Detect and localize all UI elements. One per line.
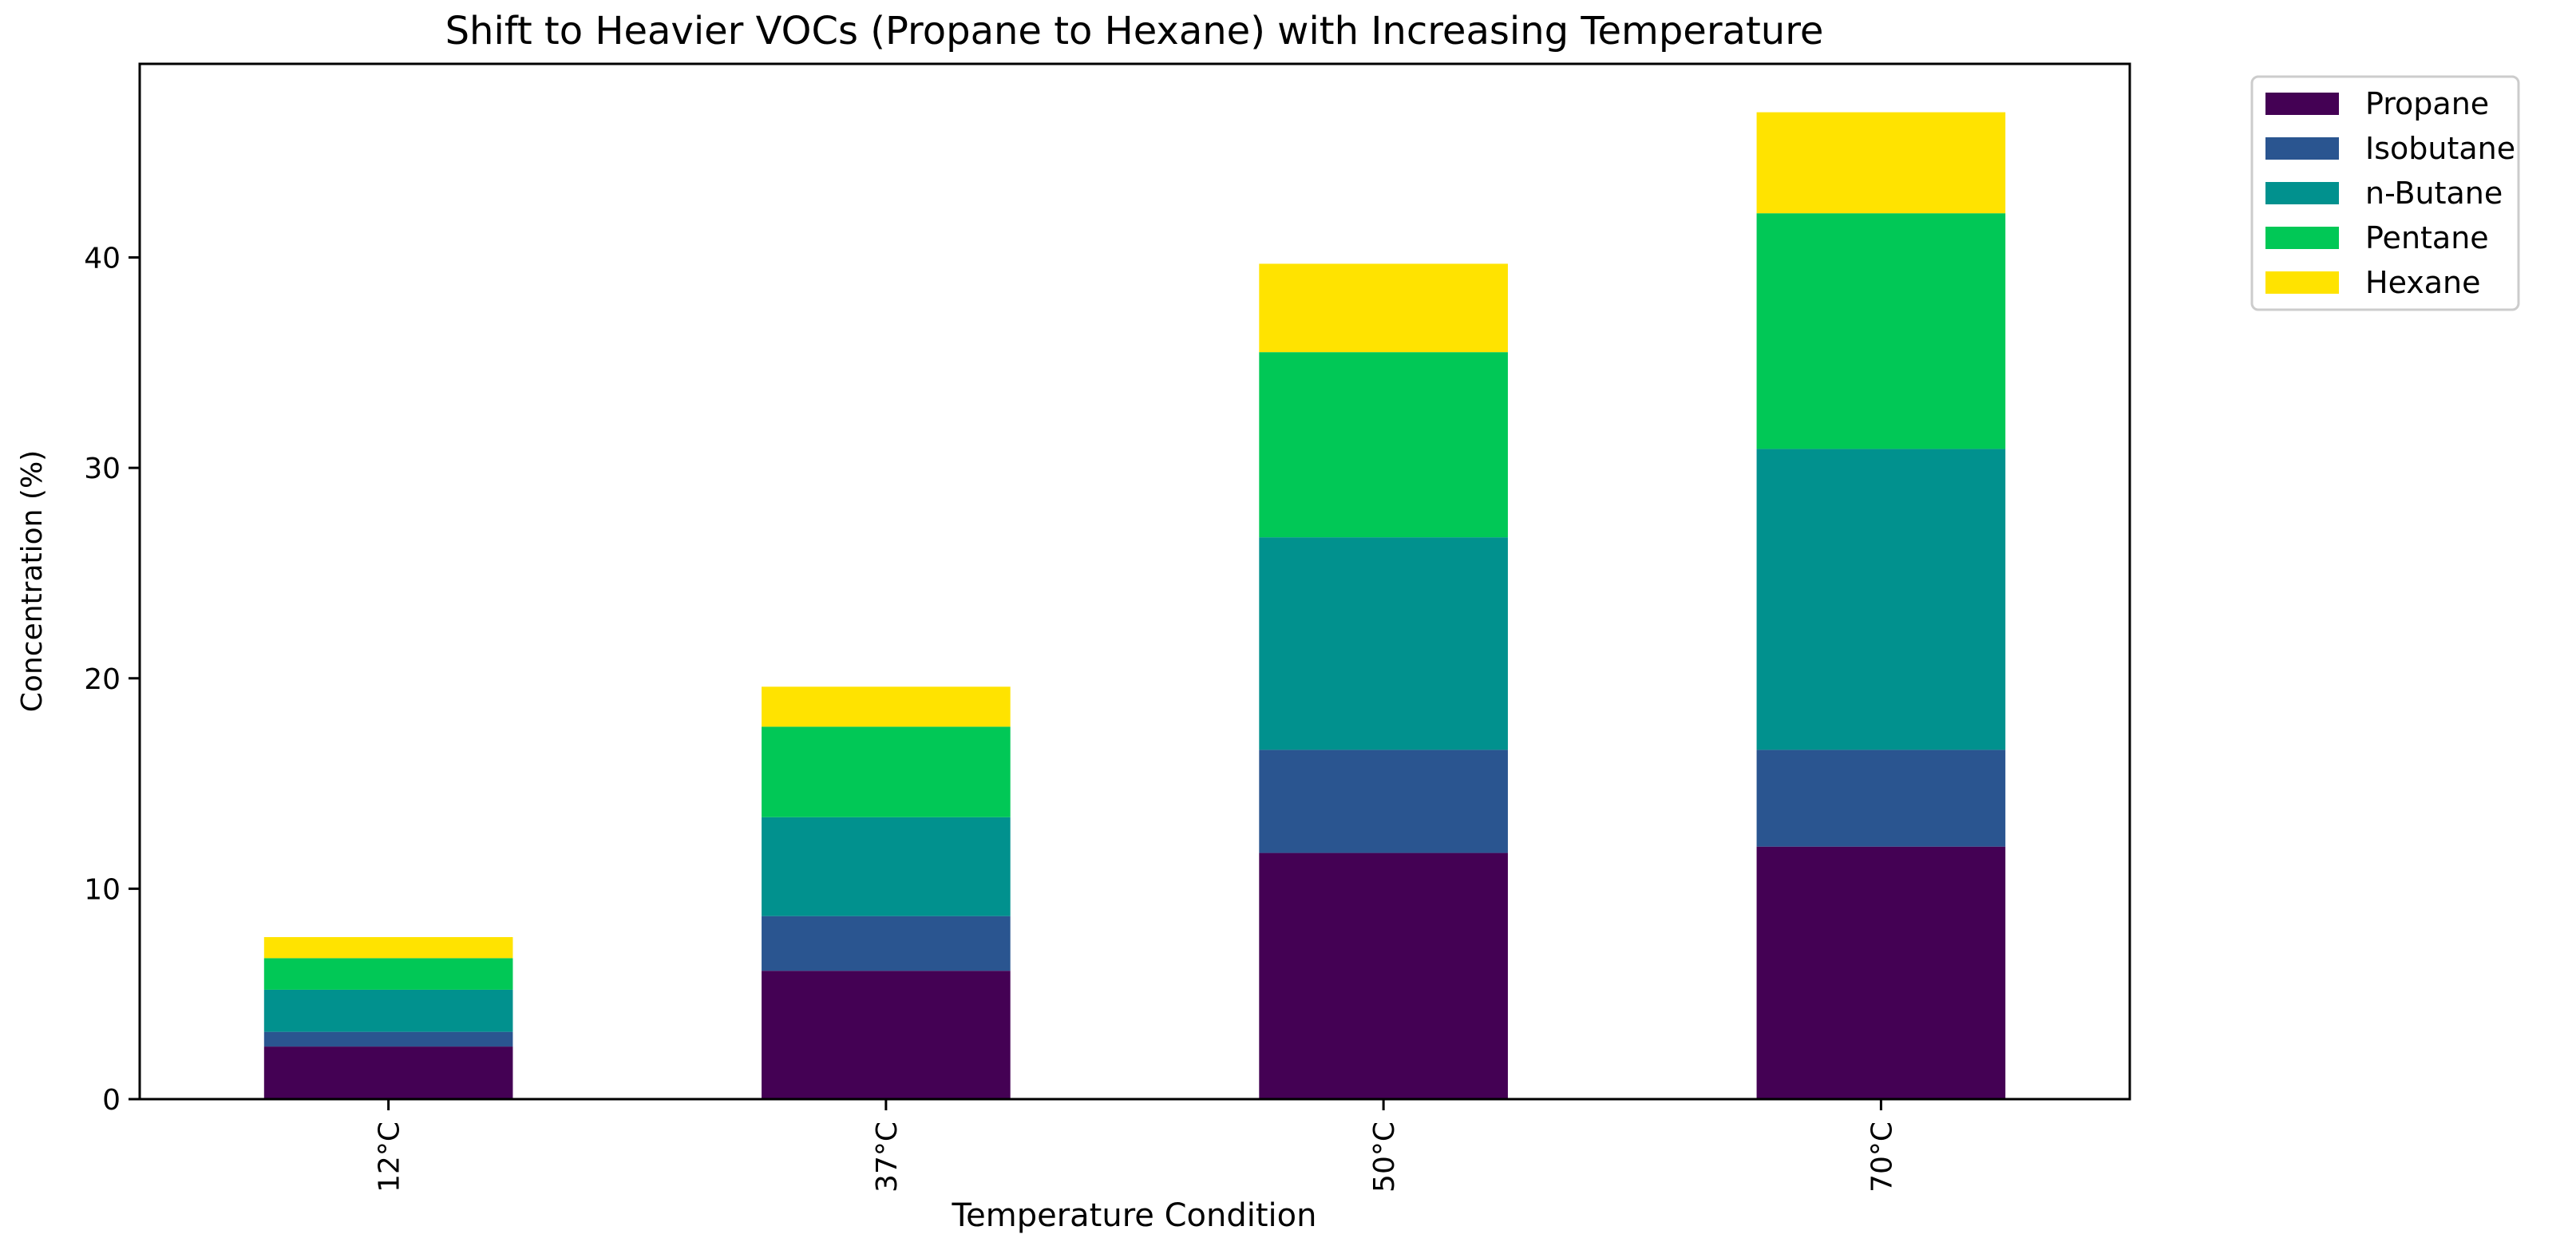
bar-segment [1259,750,1508,853]
bar-segment [263,1046,513,1099]
bar-segment [1259,852,1508,1099]
legend-label: Isobutane [2365,131,2515,166]
legend-items: Propane Isobutane n-Butane Pentane Hexane [2265,86,2515,300]
legend-label: Propane [2365,86,2489,121]
bar-segment [263,958,513,990]
bar-segment [1259,263,1508,353]
bar-segment [263,1031,513,1047]
x-axis-label: Temperature Condition [952,1197,1317,1234]
bar-segment [1756,449,2006,750]
bar-segment [1756,750,2006,847]
legend-label: Hexane [2365,265,2481,300]
legend-swatch [2265,93,2339,115]
legend-swatch [2265,271,2339,294]
y-tick-label: 10 [84,873,121,906]
x-tick-label: 12°C [374,1121,406,1193]
x-axis-ticks: 12°C 37°C 50°C 70°C [374,1099,1898,1193]
y-tick-label: 30 [84,453,121,485]
bar-segment [762,916,1011,971]
bar-segment [762,817,1011,916]
bar-segment [1756,112,2006,214]
y-tick-label: 20 [84,663,121,696]
bar-segment [263,989,513,1032]
x-tick-label: 50°C [1368,1121,1401,1193]
bar-segment [1756,213,2006,449]
legend: Propane Isobutane n-Butane Pentane Hexane [2250,75,2520,311]
legend-swatch [2265,137,2339,160]
y-tick-label: 0 [102,1084,121,1117]
x-tick-label: 37°C [871,1121,904,1193]
legend-label: Pentane [2365,220,2489,255]
legend-swatch [2265,182,2339,204]
y-tick-label: 40 [84,243,121,275]
y-axis-ticks: 0 10 20 30 40 [84,243,140,1117]
bar-segment [1259,537,1508,750]
legend-swatch [2265,227,2339,249]
chart-title: Shift to Heavier VOCs (Propane to Hexane… [445,9,1824,53]
bar-segment [762,726,1011,817]
bar-segment [762,971,1011,1099]
bar-segment [1259,352,1508,538]
plot-frame [138,62,2131,1101]
bars-layer [263,112,2006,1099]
bar-segment [263,937,513,959]
y-axis-label: Concentration (%) [16,450,49,712]
x-tick-label: 70°C [1866,1121,1898,1193]
legend-label: n-Butane [2365,176,2503,211]
legend-frame [2250,75,2520,311]
bar-segment [762,686,1011,727]
bar-segment [1756,846,2006,1099]
